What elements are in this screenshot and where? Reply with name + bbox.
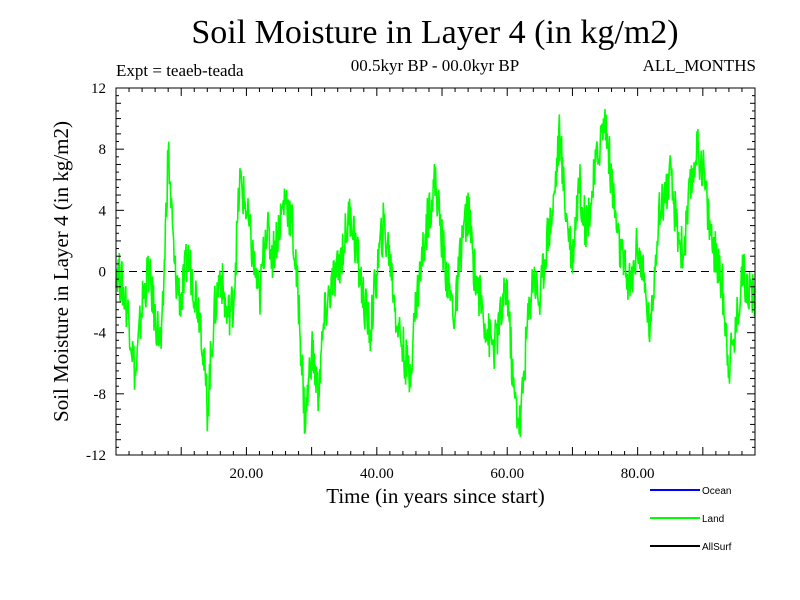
x-tick-label: 20.00 <box>230 466 264 482</box>
x-tick-label: 80.00 <box>621 466 655 482</box>
x-tick-label: 40.00 <box>360 466 394 482</box>
chart-title: Soil Moisture in Layer 4 (in kg/m2) <box>191 14 679 51</box>
y-tick-label: -4 <box>94 326 107 342</box>
x-axis-title: Time (in years since start) <box>326 484 545 508</box>
legend-label-allsurf: AllSurf <box>702 542 732 553</box>
y-tick-label: 4 <box>99 203 107 219</box>
y-tick-label: -12 <box>86 448 106 464</box>
series-line-land <box>115 109 756 437</box>
x-tick-label: 60.00 <box>490 466 524 482</box>
experiment-label: Expt = teaeb-teada <box>116 61 244 80</box>
y-axis-title: Soil Moisture in Layer 4 (in kg/m2) <box>49 121 73 422</box>
y-tick-label: 0 <box>99 265 107 281</box>
y-tick-label: 12 <box>91 81 106 97</box>
y-tick-label: -8 <box>94 387 107 403</box>
months-label: ALL_MONTHS <box>642 56 756 75</box>
period-label: 00.5kyr BP - 00.0kyr BP <box>350 56 520 75</box>
y-tick-label: 8 <box>99 142 107 158</box>
legend-label-land: Land <box>702 514 724 525</box>
legend-label-ocean: Ocean <box>702 486 731 497</box>
